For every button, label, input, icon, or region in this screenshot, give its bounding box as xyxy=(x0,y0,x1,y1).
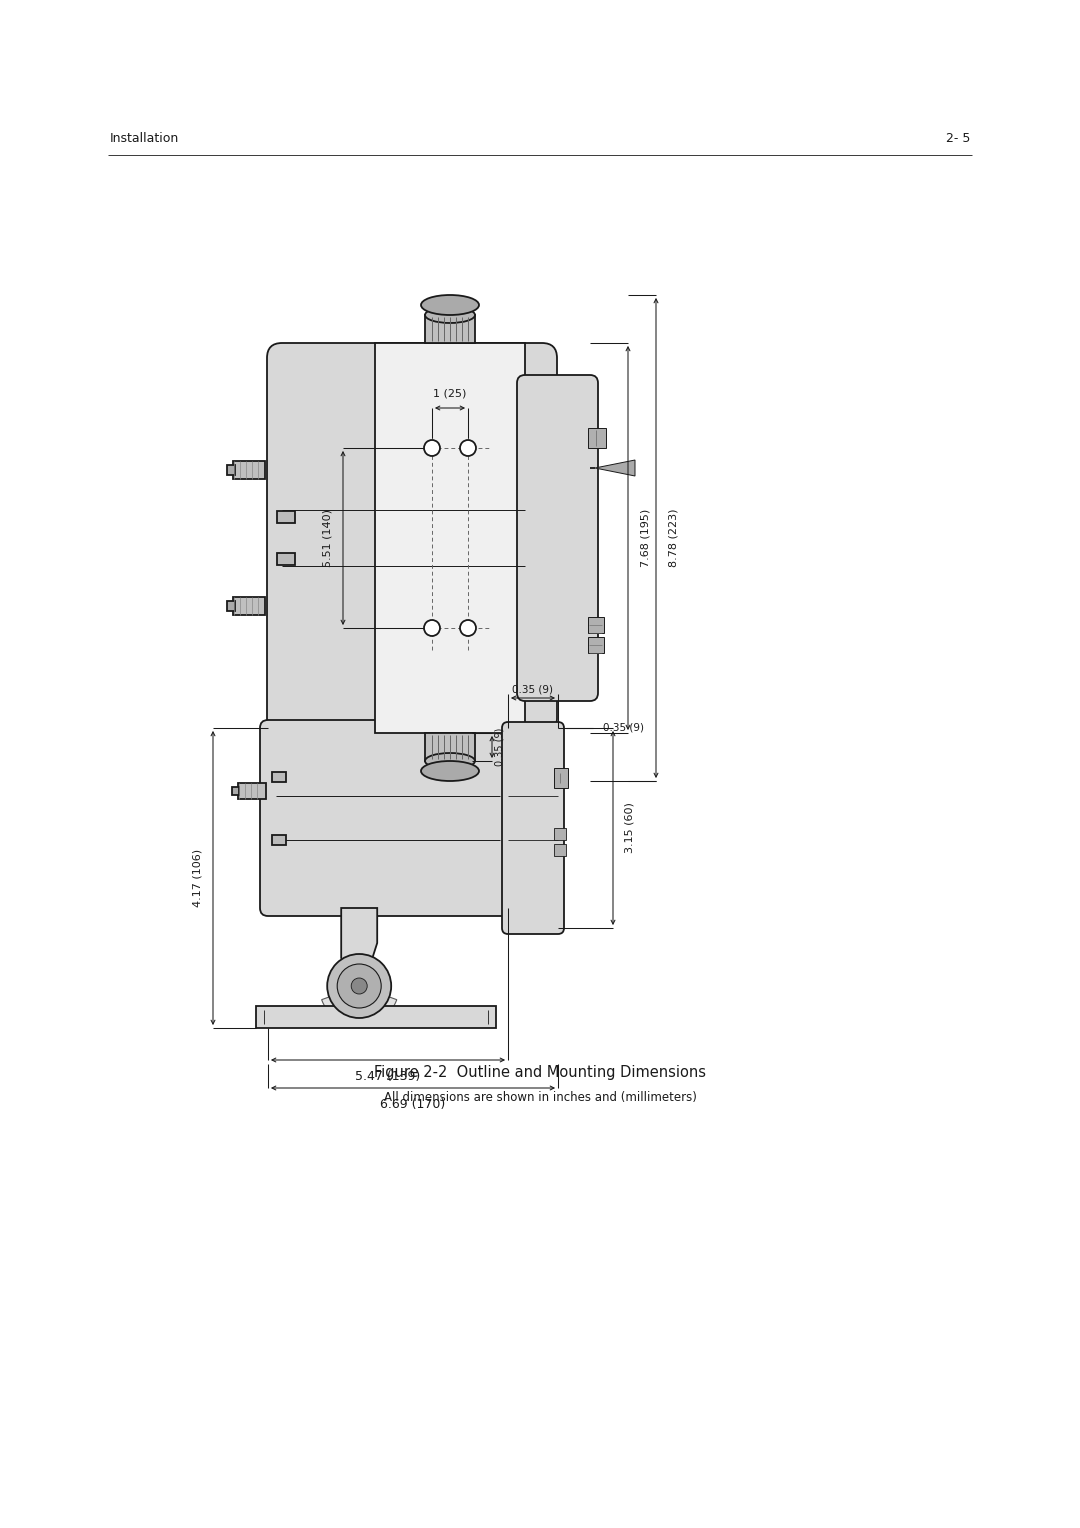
Text: All dimensions are shown in inches and (millimeters): All dimensions are shown in inches and (… xyxy=(383,1091,697,1103)
Polygon shape xyxy=(341,908,377,989)
Bar xyxy=(272,772,286,782)
Circle shape xyxy=(460,620,476,636)
Text: 7.68 (195): 7.68 (195) xyxy=(640,509,650,567)
Bar xyxy=(256,1005,496,1028)
Bar xyxy=(588,428,606,448)
Bar xyxy=(554,843,566,856)
Text: 0.35 (9): 0.35 (9) xyxy=(603,723,644,733)
Bar xyxy=(272,834,286,845)
Circle shape xyxy=(460,440,476,455)
Bar xyxy=(227,465,235,475)
Bar xyxy=(554,769,568,788)
Bar xyxy=(276,510,295,523)
Text: 5.51 (140): 5.51 (140) xyxy=(323,509,333,567)
Bar xyxy=(233,461,265,478)
Polygon shape xyxy=(595,460,635,477)
Bar xyxy=(375,342,525,733)
Bar xyxy=(426,733,475,761)
Ellipse shape xyxy=(426,753,475,769)
Ellipse shape xyxy=(426,307,475,322)
Text: 4.17 (106): 4.17 (106) xyxy=(193,850,203,908)
Bar xyxy=(232,787,239,795)
Bar xyxy=(276,553,295,565)
FancyBboxPatch shape xyxy=(260,720,516,915)
FancyBboxPatch shape xyxy=(517,374,598,701)
FancyBboxPatch shape xyxy=(267,342,557,733)
Text: 0.35 (9): 0.35 (9) xyxy=(495,727,505,766)
Ellipse shape xyxy=(421,295,480,315)
Bar xyxy=(588,637,604,652)
Circle shape xyxy=(351,978,367,995)
Circle shape xyxy=(424,440,440,455)
Circle shape xyxy=(337,964,381,1008)
Polygon shape xyxy=(322,993,396,1025)
Text: 2- 5: 2- 5 xyxy=(946,131,970,145)
Bar xyxy=(238,782,266,799)
Text: 5.47 (139): 5.47 (139) xyxy=(355,1070,420,1083)
Bar xyxy=(588,617,604,633)
Text: 6.69 (170): 6.69 (170) xyxy=(380,1099,446,1111)
Bar xyxy=(554,828,566,839)
Text: 1 (25): 1 (25) xyxy=(433,390,467,399)
Circle shape xyxy=(327,953,391,1018)
Bar xyxy=(426,315,475,342)
Text: Figure 2-2  Outline and Mounting Dimensions: Figure 2-2 Outline and Mounting Dimensio… xyxy=(374,1065,706,1080)
Circle shape xyxy=(424,620,440,636)
Text: 8.78 (223): 8.78 (223) xyxy=(669,509,678,567)
Text: 0.35 (9): 0.35 (9) xyxy=(513,685,554,694)
Text: Installation: Installation xyxy=(110,131,179,145)
Bar xyxy=(227,601,235,611)
Ellipse shape xyxy=(421,761,480,781)
FancyBboxPatch shape xyxy=(502,723,564,934)
Text: 3.15 (60): 3.15 (60) xyxy=(625,802,635,854)
Bar xyxy=(233,597,265,614)
